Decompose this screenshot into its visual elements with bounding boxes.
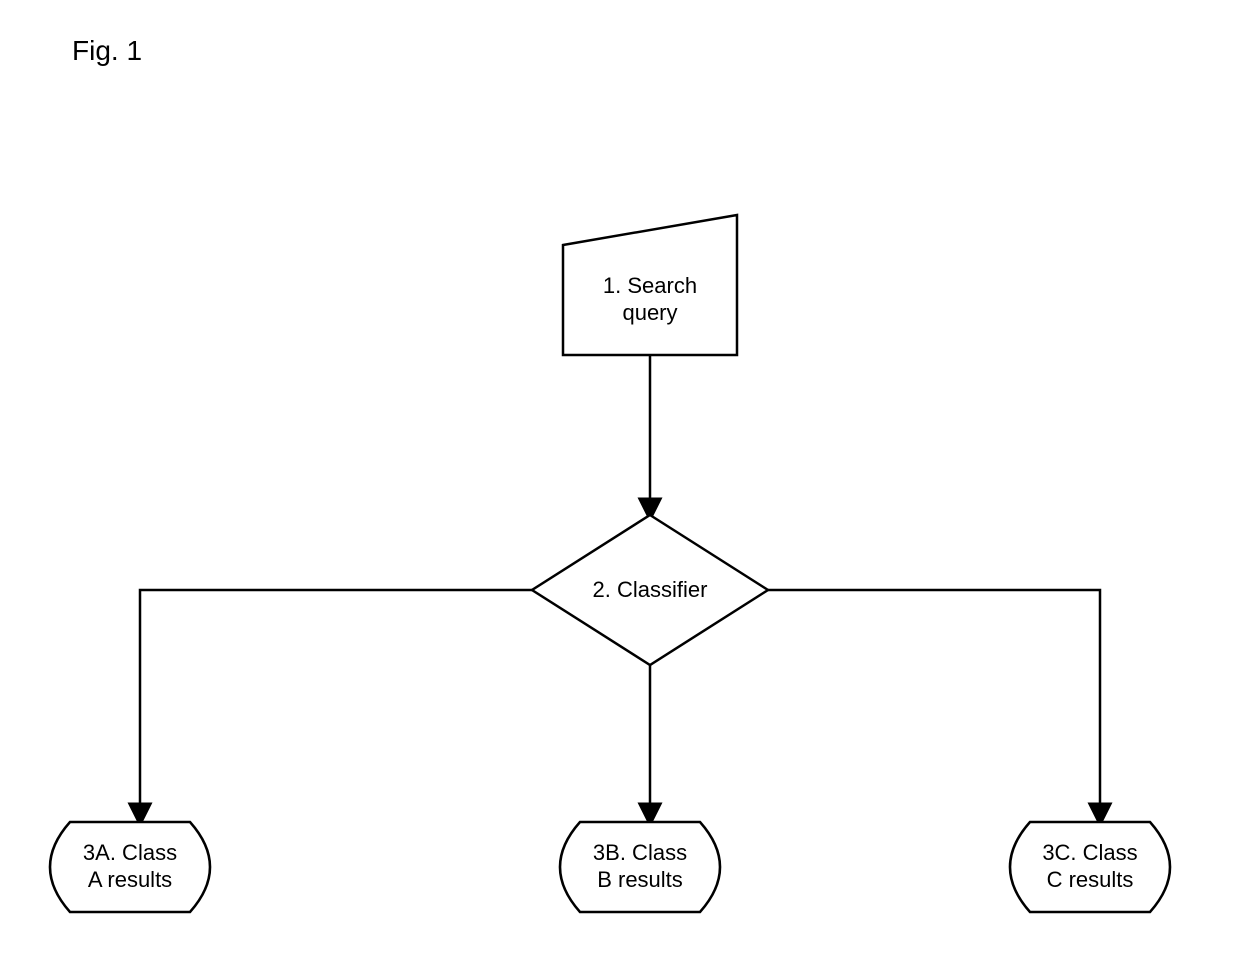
class-c-label-line2: C results [1047, 867, 1134, 892]
class-b-label-line2: B results [597, 867, 683, 892]
search-query-label-line2: query [622, 300, 677, 325]
node-class-b: 3B. Class B results [560, 822, 720, 912]
search-query-label-line1: 1. Search [603, 273, 697, 298]
class-b-label-line1: 3B. Class [593, 840, 687, 865]
node-class-c: 3C. Class C results [1010, 822, 1170, 912]
node-class-a: 3A. Class A results [50, 822, 210, 912]
edge-classifier-to-a [140, 590, 532, 820]
class-a-label-line2: A results [88, 867, 172, 892]
classifier-label: 2. Classifier [593, 577, 708, 602]
node-search-query: 1. Search query [563, 215, 737, 355]
node-classifier: 2. Classifier [532, 515, 768, 665]
class-a-label-line1: 3A. Class [83, 840, 177, 865]
class-c-label-line1: 3C. Class [1042, 840, 1137, 865]
edge-classifier-to-c [768, 590, 1100, 820]
flowchart-canvas: 1. Search query 2. Classifier 3A. Class … [0, 0, 1240, 974]
